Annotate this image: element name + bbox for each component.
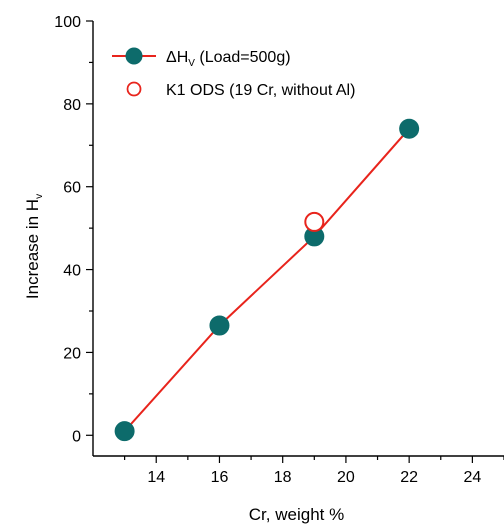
- y-tick-label-40: 40: [63, 263, 81, 280]
- series-2-point-19: [304, 211, 325, 232]
- series-1-point-16: [209, 315, 230, 336]
- y-tick-label-60: 60: [63, 180, 81, 197]
- series-1-point-22: [399, 118, 420, 139]
- y-axis-title-sub: v: [34, 194, 45, 199]
- y-tick-label-20: 20: [63, 345, 81, 362]
- y-ticks: 0 20 40 60 80 100: [54, 14, 93, 445]
- y-axis-title: Increase in Hv: [23, 194, 45, 299]
- axes: [92, 21, 504, 457]
- x-tick-label-18: 18: [274, 469, 292, 486]
- legend-marker-series-1: [125, 47, 143, 65]
- y-tick-label-0: 0: [72, 428, 81, 445]
- legend-label-series-1-sub: V: [188, 58, 195, 69]
- y-axis-title-main: Increase in H: [23, 199, 42, 299]
- legend-label-series-1-suffix: (Load=500g): [195, 49, 291, 66]
- legend-marker-series-2: [126, 81, 142, 97]
- series-1-point-13: [114, 421, 135, 442]
- series-1-line: [123, 128, 410, 432]
- x-tick-label-14: 14: [147, 469, 165, 486]
- x-tick-label-24: 24: [463, 469, 481, 486]
- y-tick-label-80: 80: [63, 97, 81, 114]
- x-axis-title: Cr, weight %: [249, 505, 344, 524]
- x-tick-label-20: 20: [337, 469, 355, 486]
- x-tick-label-16: 16: [211, 469, 229, 486]
- legend-label-series-1-main: ΔH: [166, 49, 188, 66]
- y-tick-label-100: 100: [54, 14, 81, 31]
- x-tick-label-22: 22: [400, 469, 418, 486]
- x-ticks: 14 16 18 20 22 24: [124, 456, 504, 486]
- legend: ΔHV (Load=500g) K1 ODS (19 Cr, without A…: [112, 47, 355, 99]
- series-layer: [114, 118, 420, 442]
- legend-label-series-2: K1 ODS (19 Cr, without Al): [166, 82, 355, 99]
- legend-label-series-1: ΔHV (Load=500g): [166, 49, 291, 69]
